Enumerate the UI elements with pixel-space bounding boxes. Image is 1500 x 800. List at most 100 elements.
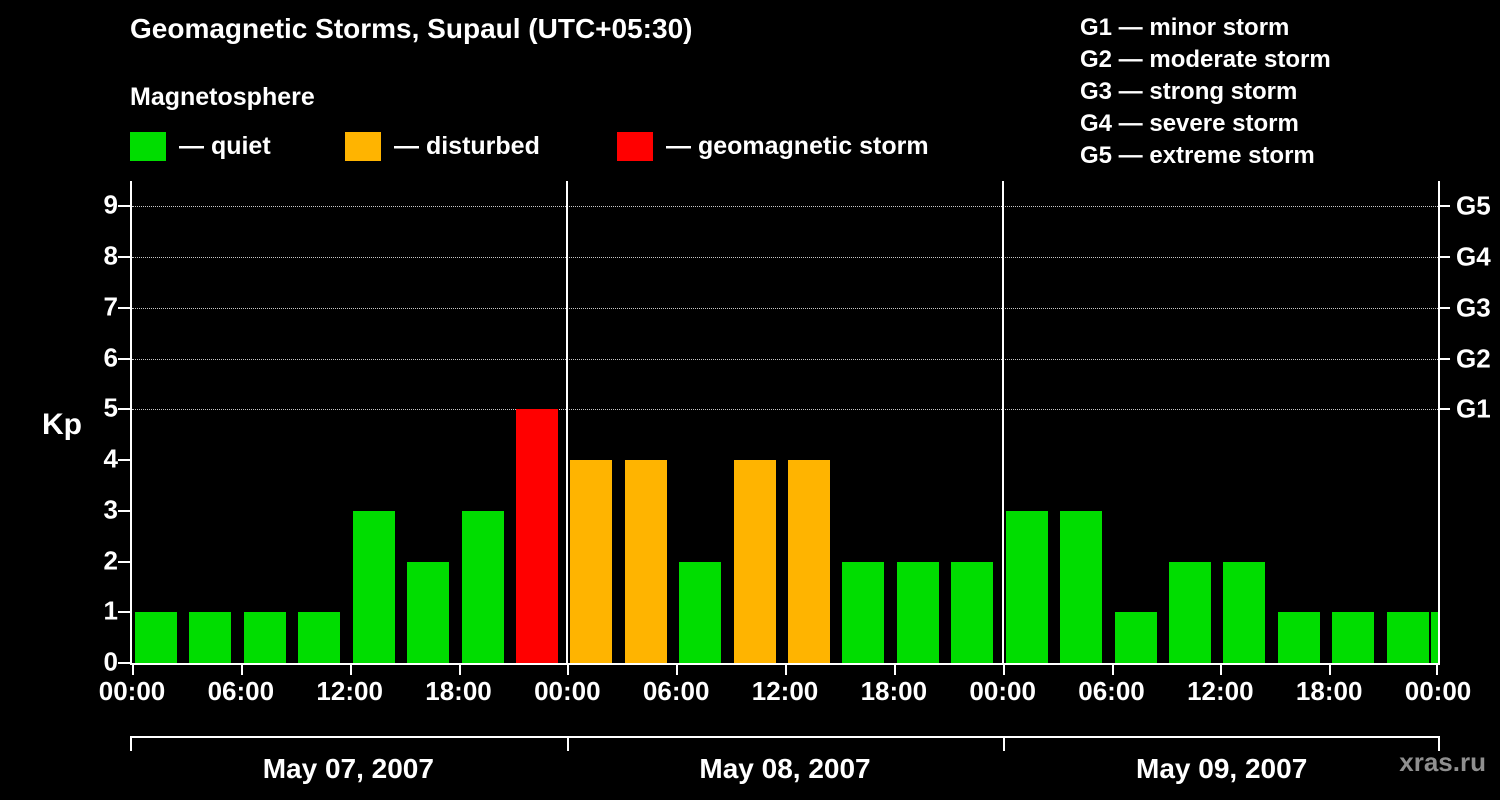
gridline-kp5 xyxy=(132,409,1438,411)
x-tick xyxy=(1436,665,1438,675)
g-scale-legend: G1 — minor storm G2 — moderate storm G3 … xyxy=(1080,12,1331,172)
kp-bar xyxy=(679,561,722,663)
y-tick-label: 2 xyxy=(103,544,118,575)
kp-bar xyxy=(1277,612,1320,663)
chart-title: Geomagnetic Storms, Supaul (UTC+05:30) xyxy=(130,13,693,44)
x-tick xyxy=(676,665,679,675)
y-tick xyxy=(118,560,130,563)
y-tick xyxy=(118,509,130,512)
x-tick xyxy=(1329,665,1332,675)
x-tick xyxy=(240,665,243,675)
x-tick-label: 12:00 xyxy=(316,676,383,706)
y-tick-label: 8 xyxy=(103,240,118,271)
kp-bar xyxy=(842,561,885,663)
magnetosphere-label: Magnetosphere xyxy=(130,83,315,111)
g-tick xyxy=(1438,256,1450,259)
y-tick xyxy=(118,256,130,259)
g-tick xyxy=(1438,205,1450,208)
xras-watermark: xras.ru xyxy=(1399,747,1486,777)
kp-bar xyxy=(515,409,558,663)
legend-storm-label: — geomagnetic storm xyxy=(666,132,929,160)
plot-area xyxy=(118,181,1450,675)
kp-bar xyxy=(243,612,286,663)
storm-color-swatch xyxy=(617,132,653,161)
kp-bar xyxy=(407,561,450,663)
day-ruler-tick xyxy=(1003,738,1006,751)
day-label: May 07, 2007 xyxy=(262,753,434,784)
x-tick xyxy=(567,665,570,675)
x-tick xyxy=(1220,665,1223,675)
day-ruler-tick xyxy=(1438,738,1440,751)
gridline-kp9 xyxy=(132,206,1438,208)
g-tick-label: G3 xyxy=(1456,292,1491,323)
legend-item-disturbed: — disturbed xyxy=(345,132,540,161)
kp-bar xyxy=(1223,561,1266,663)
quiet-color-swatch xyxy=(130,132,166,161)
x-tick-label: 00:00 xyxy=(969,676,1036,706)
gridline-kp6 xyxy=(132,358,1438,360)
x-tick xyxy=(349,665,352,675)
x-tick-label: 18:00 xyxy=(425,676,492,706)
x-axis-labels: 00:00 06:00 12:00 18:00 00:00 06:00 12:00 18:00… xyxy=(99,676,1472,710)
g-tick xyxy=(1438,357,1450,360)
x-tick-label: 00:00 xyxy=(98,676,166,706)
kp-bar xyxy=(135,612,177,663)
kp-bar xyxy=(788,460,830,663)
y-tick-label: 9 xyxy=(103,189,118,220)
y-tick xyxy=(118,662,130,664)
kp-axis-label: Kp xyxy=(42,408,82,441)
g-tick-label: G1 xyxy=(1456,393,1491,424)
kp-bar xyxy=(189,612,232,663)
g5-legend-line: G5 — extreme storm xyxy=(1080,142,1315,169)
y-tick-label: 7 xyxy=(103,291,118,322)
y-axis-labels: 0 1 2 3 4 5 6 7 8 9 xyxy=(30,181,118,677)
disturbed-color-swatch xyxy=(345,132,381,161)
day-separator-line xyxy=(1001,181,1004,663)
x-tick xyxy=(785,665,787,675)
kp-bar xyxy=(733,460,776,663)
legend-item-quiet: — quiet xyxy=(130,132,271,161)
legend-quiet-label: — quiet xyxy=(179,132,271,160)
y-tick-label: 3 xyxy=(103,494,118,525)
gridline-kp8 xyxy=(132,257,1438,259)
kp-bar xyxy=(570,460,613,663)
legend-item-storm: — geomagnetic storm xyxy=(617,132,929,161)
x-tick-label: 06:00 xyxy=(642,676,710,706)
day-ruler-tick xyxy=(130,738,132,751)
y-tick xyxy=(118,408,130,411)
x-tick-label: 18:00 xyxy=(1295,676,1363,706)
day-label: May 08, 2007 xyxy=(699,753,871,784)
g1-legend-line: G1 — minor storm xyxy=(1080,14,1290,41)
gridline-kp7 xyxy=(132,307,1438,309)
y-tick xyxy=(118,205,130,208)
x-tick xyxy=(458,665,461,675)
y-tick-label: 6 xyxy=(103,341,118,372)
g-axis-labels: G1 G2 G3 G4 G5 xyxy=(1456,181,1500,665)
g3-legend-line: G3 — strong storm xyxy=(1080,78,1298,105)
kp-bar xyxy=(624,460,667,663)
kp-bar-partial xyxy=(1431,612,1438,663)
kp-bar xyxy=(1114,612,1157,663)
x-tick-label: 00:00 xyxy=(534,676,601,706)
day-ruler: May 07, 2007 May 08, 2007 May 09, 2007 xyxy=(130,736,1440,798)
x-tick-label: 00:00 xyxy=(1404,676,1472,706)
y-tick-label: 4 xyxy=(103,443,118,474)
g-tick-label: G2 xyxy=(1456,343,1491,374)
kp-bar xyxy=(1168,561,1211,663)
x-tick xyxy=(132,665,134,675)
x-tick-label: 12:00 xyxy=(751,676,819,706)
kp-bar xyxy=(298,612,341,663)
x-tick xyxy=(893,665,896,675)
y-tick xyxy=(118,611,130,614)
y-tick-label: 1 xyxy=(103,595,118,626)
day-separator-line xyxy=(566,181,569,663)
day-label: May 09, 2007 xyxy=(1136,753,1308,784)
x-tick xyxy=(1111,665,1114,675)
g-tick-label: G5 xyxy=(1456,190,1491,221)
kp-bar xyxy=(352,510,395,663)
kp-bar xyxy=(461,510,504,663)
y-tick xyxy=(118,459,130,462)
y-tick-label: 5 xyxy=(103,392,118,423)
x-tick-label: 06:00 xyxy=(207,676,275,706)
